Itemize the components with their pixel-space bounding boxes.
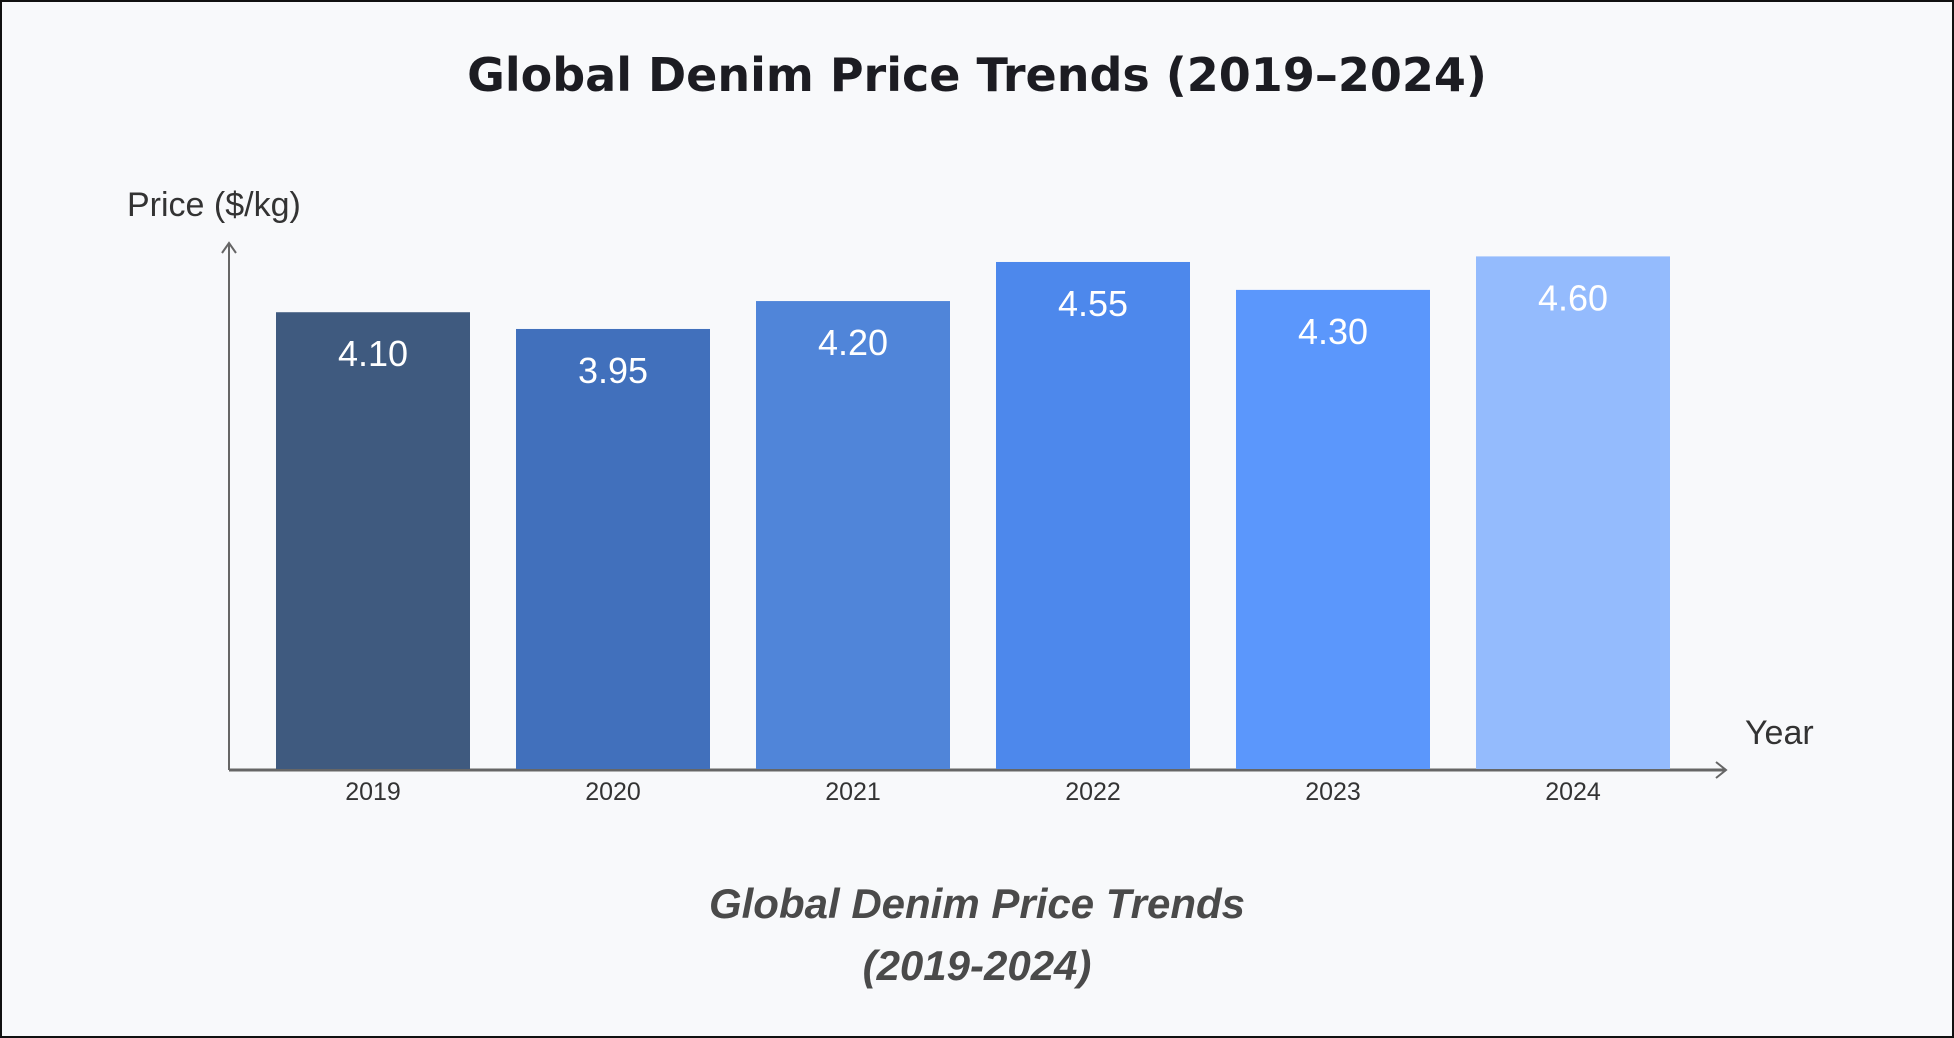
chart-caption-line-1: Global Denim Price Trends <box>708 880 1246 927</box>
x-axis-arrow-icon <box>1715 761 1728 779</box>
x-tick-label-2020: 2020 <box>585 778 641 806</box>
bar-2021 <box>756 301 950 769</box>
y-axis-label: Price ($/kg) <box>127 186 301 224</box>
x-tick-label-2022: 2022 <box>1065 778 1121 806</box>
data-label-2024: 4.60 <box>1538 277 1608 318</box>
data-label-2020: 3.95 <box>578 350 648 391</box>
chart-caption-line-2: (2019-2024) <box>862 942 1092 989</box>
bar-2019 <box>276 312 470 769</box>
bar-2023 <box>1236 289 1430 769</box>
x-tick-label-2019: 2019 <box>345 778 401 806</box>
bar-2022 <box>996 261 1190 769</box>
chart-title: Global Denim Price Trends (2019–2024) <box>467 48 1487 102</box>
x-tick-label-2021: 2021 <box>825 778 881 806</box>
bar-2024 <box>1476 256 1670 769</box>
data-label-2023: 4.30 <box>1298 311 1368 352</box>
x-tick-label-2023: 2023 <box>1305 778 1361 806</box>
x-tick-label-2024: 2024 <box>1545 778 1601 806</box>
data-label-2021: 4.20 <box>818 322 888 363</box>
data-label-2019: 4.10 <box>338 333 408 374</box>
x-axis-label: Year <box>1745 714 1814 752</box>
data-label-2022: 4.55 <box>1058 283 1128 324</box>
bar-2020 <box>516 328 710 769</box>
y-axis-arrow-icon <box>221 241 237 254</box>
